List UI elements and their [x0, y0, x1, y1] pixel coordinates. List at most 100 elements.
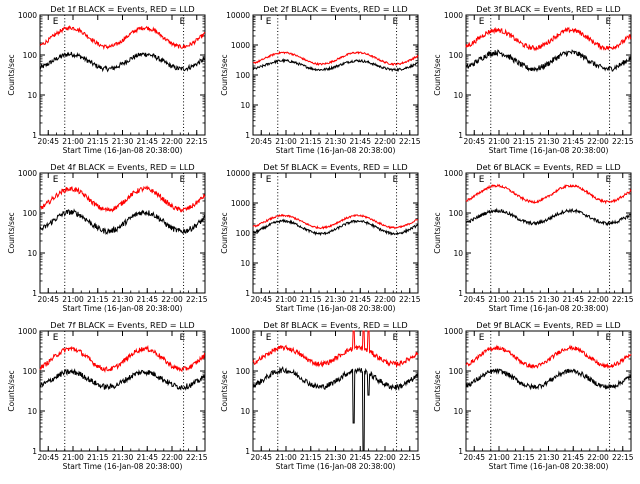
plot-frame [252, 14, 419, 136]
x-tick-label: 20:45 [463, 453, 485, 462]
lld-series-line [252, 50, 419, 67]
time-marker-label: E [606, 17, 612, 27]
x-tick-label: 22:15 [399, 137, 421, 146]
y-axis-label: Counts/sec [7, 212, 16, 253]
x-tick-label: 21:00 [275, 453, 297, 462]
x-axis-label: Start Time (16-Jan-08 20:38:00) [489, 462, 609, 471]
events-series-line [465, 49, 632, 73]
panel-det-9: Det 9f BLACK = Events, RED = LLD 1 10 100 10… [433, 320, 634, 471]
x-tick-label: 21:00 [275, 137, 297, 146]
x-tick-label: 21:30 [112, 453, 134, 462]
lld-series-line [252, 330, 419, 369]
x-tick-label: 21:15 [513, 453, 535, 462]
panel-det-7: Det 7f BLACK = Events, RED = LLD 1 10 100 10… [7, 320, 208, 471]
plot-frame [465, 172, 632, 294]
panel-det-2: Det 2f BLACK = Events, RED = LLD 1 10 100 10… [220, 4, 421, 155]
time-marker-label: E [53, 333, 59, 343]
y-axis-label: Counts/sec [220, 370, 229, 411]
time-marker-label: E [393, 17, 399, 27]
y-axis-label: Counts/sec [433, 370, 442, 411]
x-tick-label: 21:30 [538, 453, 560, 462]
time-marker-label: E [53, 175, 59, 185]
plot-frame [39, 172, 206, 294]
x-tick-label: 21:00 [275, 295, 297, 304]
y-tick-label: 10000 [226, 169, 250, 178]
y-tick-label: 1000 [231, 41, 250, 50]
panel-title: Det 6f BLACK = Events, RED = LLD [476, 162, 620, 172]
x-tick-label: 21:45 [349, 137, 371, 146]
y-tick-label: 1 [32, 289, 37, 298]
x-tick-label: 22:00 [587, 295, 609, 304]
time-marker-label: E [180, 175, 186, 185]
x-tick-label: 21:15 [87, 295, 109, 304]
lld-series-line [252, 213, 419, 230]
x-tick-label: 20:45 [37, 453, 59, 462]
x-tick-label: 21:45 [136, 295, 158, 304]
y-tick-label: 1000 [18, 327, 37, 336]
x-tick-label: 21:45 [562, 137, 584, 146]
panel-det-1: Det 1f BLACK = Events, RED = LLD 1 10 100 10… [7, 4, 208, 155]
x-tick-label: 21:15 [87, 453, 109, 462]
x-tick-label: 21:00 [62, 453, 84, 462]
y-tick-label: 100 [23, 51, 38, 60]
x-tick-label: 20:45 [463, 295, 485, 304]
y-tick-label: 1 [245, 289, 250, 298]
time-marker-label: E [53, 17, 59, 27]
y-tick-label: 1000 [444, 169, 463, 178]
x-tick-label: 22:00 [374, 295, 396, 304]
y-tick-label: 1 [245, 131, 250, 140]
x-tick-label: 20:45 [463, 137, 485, 146]
y-tick-label: 1 [245, 447, 250, 456]
y-tick-label: 1000 [231, 199, 250, 208]
time-marker-label: E [606, 175, 612, 185]
events-series-line [39, 368, 206, 391]
x-axis-label: Start Time (16-Jan-08 20:38:00) [489, 304, 609, 313]
x-tick-label: 22:00 [587, 137, 609, 146]
y-tick-label: 10 [453, 249, 463, 258]
x-axis-label: Start Time (16-Jan-08 20:38:00) [276, 462, 396, 471]
x-tick-label: 21:45 [136, 137, 158, 146]
events-series-line [39, 208, 206, 235]
panel-title: Det 9f BLACK = Events, RED = LLD [476, 320, 620, 330]
time-marker-label: E [393, 333, 399, 343]
x-tick-label: 21:30 [112, 137, 134, 146]
y-axis-label: Counts/sec [220, 54, 229, 95]
time-marker-label: E [266, 17, 272, 27]
time-marker-label: E [266, 175, 272, 185]
x-tick-label: 21:15 [87, 137, 109, 146]
x-tick-label: 21:15 [300, 453, 322, 462]
y-tick-label: 10 [453, 407, 463, 416]
x-axis-label: Start Time (16-Jan-08 20:38:00) [276, 304, 396, 313]
y-tick-label: 10 [240, 407, 250, 416]
x-tick-label: 21:00 [488, 137, 510, 146]
y-axis-label: Counts/sec [220, 212, 229, 253]
y-tick-label: 10 [27, 407, 37, 416]
x-tick-label: 21:15 [513, 137, 535, 146]
x-axis-label: Start Time (16-Jan-08 20:38:00) [63, 146, 183, 155]
y-tick-label: 1000 [444, 11, 463, 20]
panel-det-5: Det 5f BLACK = Events, RED = LLD 1 10 100 10… [220, 162, 421, 313]
x-tick-label: 21:30 [325, 295, 347, 304]
x-tick-label: 22:15 [612, 295, 634, 304]
y-tick-label: 100 [23, 209, 38, 218]
y-axis-label: Counts/sec [7, 370, 16, 411]
events-series-line [39, 51, 206, 73]
x-tick-label: 21:30 [538, 295, 560, 304]
y-tick-label: 1000 [18, 11, 37, 20]
y-axis-label: Counts/sec [433, 212, 442, 253]
x-tick-label: 22:15 [186, 295, 208, 304]
y-tick-label: 100 [23, 367, 38, 376]
x-tick-label: 21:30 [325, 453, 347, 462]
x-tick-label: 22:00 [161, 295, 183, 304]
y-tick-label: 1000 [231, 327, 250, 336]
events-series-line [252, 218, 419, 237]
plot-frame [39, 330, 206, 452]
y-tick-label: 1 [458, 289, 463, 298]
x-axis-label: Start Time (16-Jan-08 20:38:00) [489, 146, 609, 155]
x-tick-label: 21:15 [300, 295, 322, 304]
lld-series-line [465, 26, 632, 52]
x-tick-label: 21:30 [325, 137, 347, 146]
panel-title: Det 8f BLACK = Events, RED = LLD [263, 320, 407, 330]
